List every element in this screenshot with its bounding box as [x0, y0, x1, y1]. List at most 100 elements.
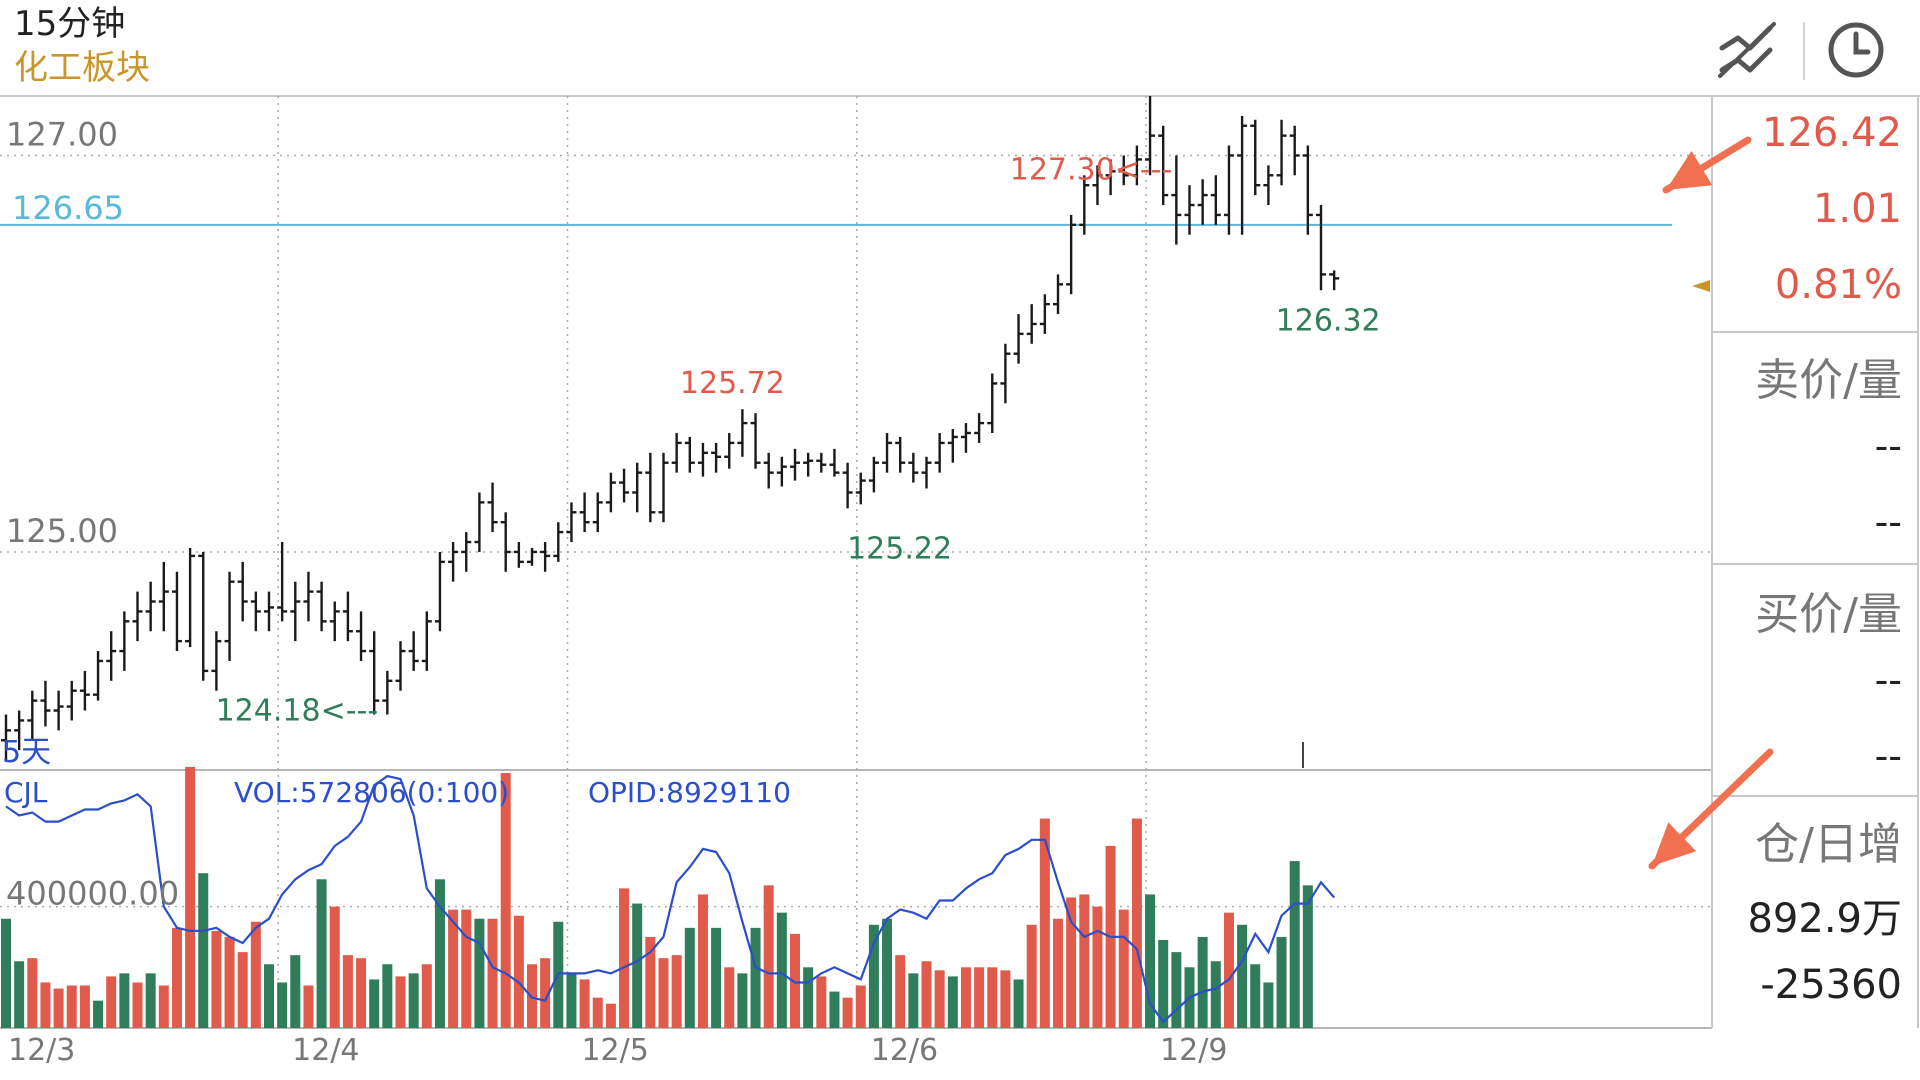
- ohlc-bar: [1263, 165, 1274, 206]
- ohlc-bar: [895, 436, 906, 473]
- volume-bar: [816, 976, 827, 1028]
- ohlc-bar: [329, 601, 340, 642]
- ohlc-bar: [947, 429, 958, 463]
- ohlc-bar: [750, 413, 761, 469]
- volume-bar: [1131, 818, 1142, 1028]
- volume-bar: [1066, 897, 1077, 1028]
- x-axis-label: 12/4: [292, 1033, 359, 1068]
- volume-bar: [855, 985, 866, 1028]
- volume-bar: [1013, 979, 1024, 1028]
- last-price: 126.42: [1762, 110, 1902, 156]
- volume-bar: [1118, 909, 1129, 1028]
- annotation-arrows: [1648, 136, 1774, 870]
- volume-bar: [947, 976, 958, 1028]
- volume-bar: [1, 918, 11, 1028]
- volume-bar: [329, 906, 340, 1028]
- ohlc-bar: [540, 542, 551, 572]
- volume-bar: [908, 973, 919, 1028]
- ohlc-bar: [697, 442, 708, 477]
- ohlc-bar: [303, 571, 314, 622]
- ohlc-bar: [1158, 125, 1169, 206]
- volume-bar: [40, 982, 51, 1028]
- volume-bar: [868, 924, 879, 1028]
- volume-bar: [513, 915, 524, 1028]
- ohlc-bar: [605, 472, 616, 513]
- volume-bar: [132, 982, 143, 1028]
- clock-icon[interactable]: [1820, 14, 1892, 86]
- volume-bar: [592, 997, 603, 1028]
- volume-bar: [421, 964, 432, 1028]
- ohlc-bar: [53, 690, 64, 731]
- volume-bar: [974, 967, 985, 1028]
- volume-bar: [1158, 939, 1169, 1028]
- ohlc-bar: [1329, 270, 1340, 291]
- ohlc-bar: [198, 551, 209, 681]
- ohlc-bar: [158, 561, 169, 632]
- volume-value-text: VOL:572806(0:100): [234, 776, 509, 809]
- volume-bar: [1223, 912, 1234, 1028]
- trend-toggle-icon[interactable]: [1712, 16, 1784, 88]
- volume-bar: [1197, 936, 1208, 1028]
- ohlc-bar: [908, 452, 919, 483]
- ohlc-bar: [737, 409, 748, 457]
- ohlc-bar: [316, 581, 327, 632]
- ohlc-bar: [132, 591, 143, 642]
- ohlc-bar: [763, 452, 774, 489]
- chart-subtitle[interactable]: 化工板块: [14, 48, 150, 88]
- volume-bar: [14, 961, 25, 1028]
- volume-bar: [921, 961, 932, 1028]
- price-change: 1.01: [1812, 186, 1902, 232]
- ohlc-bar: [921, 456, 932, 489]
- ohlc-bar: [421, 611, 432, 671]
- ohlc-bar: [829, 448, 840, 477]
- volume-bar: [1039, 818, 1050, 1028]
- ohlc-bar: [434, 551, 445, 632]
- ohlc-bar: [66, 680, 77, 721]
- volume-bar: [211, 930, 222, 1028]
- ohlc-bar: [803, 452, 814, 477]
- volume-bar: [1026, 924, 1037, 1028]
- ohlc-bar: [592, 492, 603, 533]
- price-change-pct: 0.81%: [1774, 262, 1902, 308]
- grid-lines: [0, 22, 1920, 1029]
- sell-volume: --: [1874, 500, 1902, 544]
- price-axis-label: 125.00: [6, 512, 118, 550]
- reference-price-label: 126.65: [12, 189, 124, 227]
- ohlc-bar: [185, 547, 196, 648]
- ohlc-bar: [1145, 96, 1156, 176]
- volume-bars: [1, 766, 1313, 1028]
- ohlc-bar: [684, 436, 695, 473]
- ohlc-bar: [264, 591, 274, 632]
- volume-bar: [658, 958, 669, 1028]
- ohlc-bar: [461, 532, 472, 572]
- current-price-marker: [1692, 280, 1710, 292]
- volume-bar: [224, 936, 235, 1028]
- ohlc-bar: [119, 611, 130, 671]
- ohlc-bar: [1289, 125, 1300, 176]
- volume-bar: [185, 766, 196, 1028]
- ohlc-bar: [1197, 179, 1208, 225]
- ohlc-bar: [1026, 304, 1037, 344]
- volume-bar: [776, 912, 787, 1028]
- volume-bar: [395, 976, 406, 1028]
- ohlc-bar: [1066, 214, 1077, 295]
- ohlc-bar: [1237, 115, 1248, 235]
- ohlc-bar: [658, 452, 669, 523]
- ohlc-bar: [960, 423, 971, 453]
- volume-line-layer: [5, 774, 1336, 1024]
- volume-bar: [1237, 924, 1248, 1028]
- volume-bar: [27, 958, 38, 1028]
- volume-bar: [882, 918, 893, 1028]
- ohlc-bar: [987, 373, 998, 433]
- volume-bar: [750, 927, 761, 1028]
- volume-bar: [763, 885, 774, 1028]
- volume-bar: [671, 955, 682, 1028]
- ohlc-bar: [40, 680, 51, 727]
- annotation-local-high: 125.72: [680, 366, 785, 401]
- ohlc-bar: [1223, 145, 1234, 235]
- ohlc-bar: [1013, 314, 1024, 364]
- volume-average-line: [5, 774, 1336, 1024]
- ohlc-bar: [882, 433, 893, 473]
- volume-bar: [66, 985, 77, 1028]
- volume-bar: [803, 967, 814, 1028]
